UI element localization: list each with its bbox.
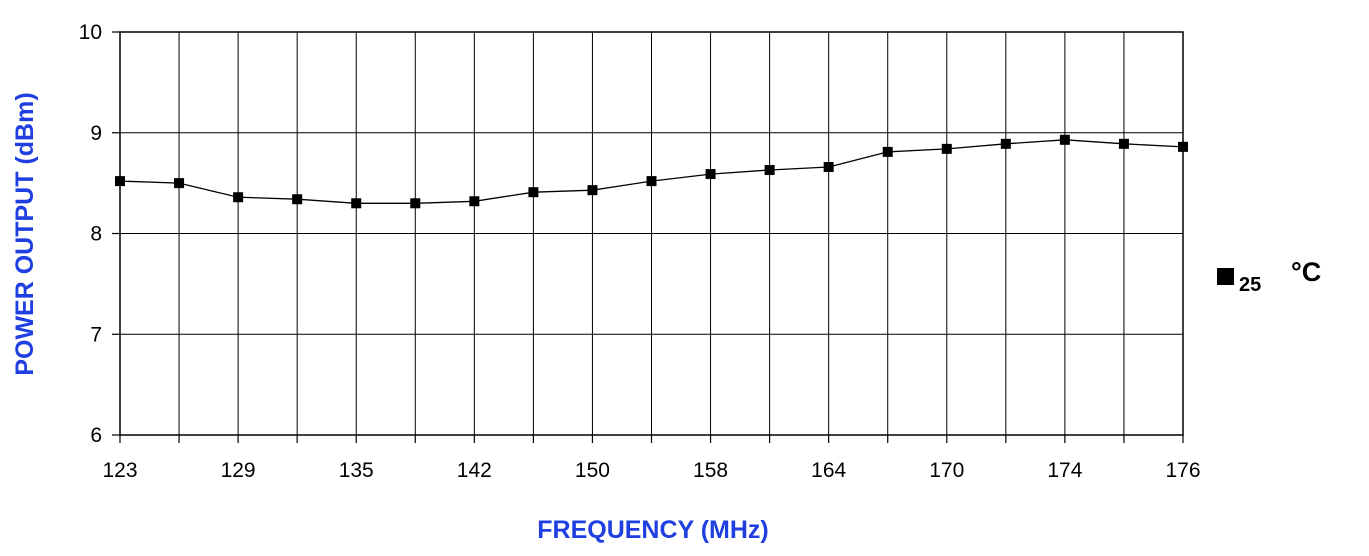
x-tick-label: 123 xyxy=(102,459,137,482)
data-point xyxy=(351,198,362,209)
series xyxy=(115,134,1188,209)
data-point xyxy=(587,185,598,196)
data-point xyxy=(233,192,244,203)
legend-marker xyxy=(1217,268,1234,285)
data-point xyxy=(174,178,185,189)
x-tick-label: 142 xyxy=(457,459,492,482)
data-point xyxy=(410,198,421,209)
x-axis-title: FREQUENCY (MHz) xyxy=(537,516,768,544)
legend-unit: °C xyxy=(1291,257,1321,287)
data-point xyxy=(1118,138,1129,149)
data-point xyxy=(1178,141,1188,152)
data-point xyxy=(115,176,125,187)
y-axis-title: POWER OUTPUT (dBm) xyxy=(11,92,39,375)
legend-label: 25 xyxy=(1239,274,1261,296)
x-tick-label: 170 xyxy=(929,459,964,482)
data-point xyxy=(646,176,657,187)
y-tick-label: 8 xyxy=(90,223,102,246)
ticks: 6 7 8 9 10 123 129 135 142 150 158 164 170 174 176 xyxy=(79,21,1201,482)
x-tick-label: 164 xyxy=(811,459,846,482)
data-point xyxy=(469,196,480,207)
x-tick-label: 174 xyxy=(1047,459,1082,482)
y-tick-label: 6 xyxy=(90,424,102,447)
x-tick-label: 158 xyxy=(693,459,728,482)
x-tick-label: 129 xyxy=(221,459,256,482)
grid xyxy=(120,32,1183,435)
legend: 25 °C xyxy=(1217,257,1321,296)
x-tick-label: 176 xyxy=(1165,459,1200,482)
x-tick-label: 150 xyxy=(575,459,610,482)
data-point xyxy=(1059,134,1070,145)
data-point xyxy=(705,169,716,180)
data-point xyxy=(882,146,893,157)
data-point xyxy=(941,143,952,154)
y-tick-label: 9 xyxy=(90,122,102,145)
y-tick-label: 7 xyxy=(90,323,102,346)
data-point xyxy=(823,162,834,173)
data-point xyxy=(764,165,775,176)
y-tick-label: 10 xyxy=(79,21,102,44)
data-point xyxy=(528,187,539,198)
data-point xyxy=(292,194,303,205)
data-point xyxy=(1000,138,1011,149)
x-tick-label: 135 xyxy=(339,459,374,482)
